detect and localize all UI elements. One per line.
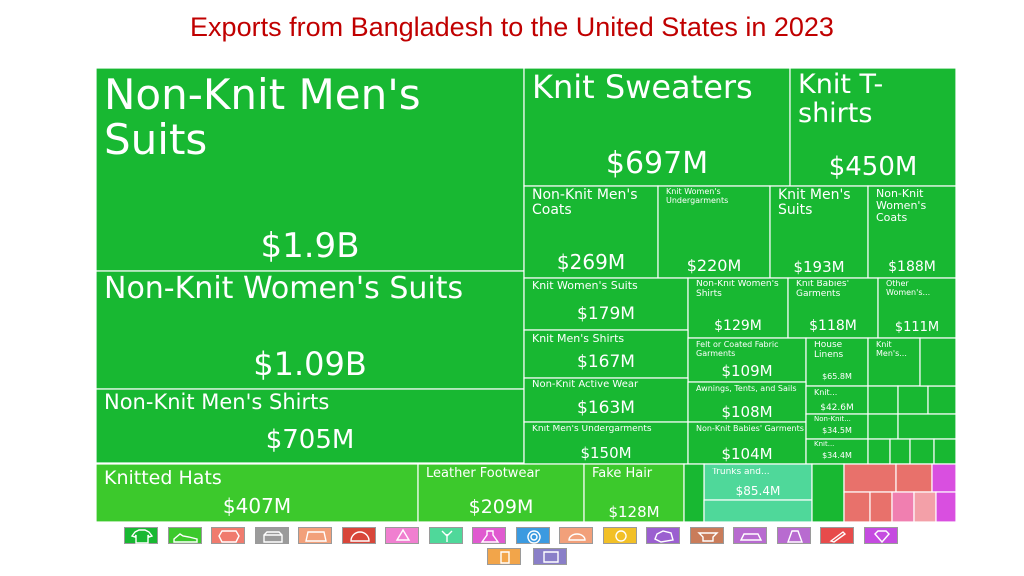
instrument-icon[interactable] — [820, 527, 854, 544]
treemap-small-cell[interactable] — [895, 463, 933, 493]
treemap-cell[interactable] — [687, 421, 807, 465]
recycle-icon[interactable] — [385, 527, 419, 544]
treemap-cell[interactable] — [657, 185, 771, 279]
food-icon[interactable] — [559, 527, 593, 544]
treemap-cell[interactable] — [687, 381, 807, 423]
treemap-cell[interactable] — [703, 463, 813, 501]
car-icon[interactable] — [733, 527, 767, 544]
paint-icon[interactable] — [487, 548, 521, 565]
treemap-cell[interactable] — [95, 388, 525, 464]
anvil-icon[interactable] — [689, 527, 724, 544]
treemap-small-cell[interactable] — [869, 491, 893, 523]
treemap-cell[interactable] — [523, 67, 791, 187]
stone-icon[interactable] — [646, 527, 680, 544]
treemap-cell[interactable] — [523, 329, 689, 379]
treemap-cell[interactable] — [805, 337, 869, 387]
treemap-cell[interactable] — [769, 185, 869, 279]
treemap-cell[interactable] — [523, 421, 689, 465]
treemap-small-cell[interactable] — [811, 463, 845, 523]
treemap-small-cell[interactable] — [867, 413, 899, 440]
treemap-cell[interactable] — [805, 438, 869, 465]
treemap-cell[interactable] — [687, 277, 789, 339]
leather-icon[interactable] — [298, 527, 332, 544]
treemap-cell[interactable] — [95, 67, 525, 272]
treemap-cell[interactable] — [583, 463, 685, 523]
treemap-small-cell[interactable] — [867, 438, 891, 465]
treemap-cell[interactable] — [95, 270, 525, 390]
treemap-small-cell[interactable] — [683, 463, 705, 523]
treemap-small-cell[interactable] — [927, 385, 957, 415]
box-icon[interactable] — [254, 527, 289, 544]
treemap-cell[interactable] — [805, 413, 869, 440]
treemap-small-cell[interactable] — [843, 463, 897, 493]
gem-icon[interactable] — [863, 527, 898, 544]
sun-icon[interactable] — [602, 527, 637, 544]
treemap-cell[interactable] — [523, 185, 659, 279]
treemap-small-cell[interactable] — [913, 491, 937, 523]
road-icon[interactable] — [776, 527, 811, 544]
treemap-small-cell[interactable] — [935, 491, 957, 523]
treemap-small-cell[interactable] — [931, 463, 957, 493]
shirt-icon[interactable] — [124, 527, 158, 544]
treemap-small-cell[interactable] — [843, 491, 871, 523]
treemap-cell[interactable] — [417, 463, 585, 523]
plant-icon[interactable] — [428, 527, 463, 544]
treemap-cell[interactable] — [789, 67, 957, 187]
treemap-small-cell[interactable] — [909, 438, 935, 465]
gear-icon[interactable] — [515, 527, 550, 544]
treemap-cell[interactable] — [867, 337, 921, 387]
treemap-small-cell[interactable] — [933, 438, 957, 465]
treemap-cell[interactable] — [787, 277, 879, 339]
treemap-small-cell[interactable] — [897, 413, 957, 440]
hide-icon[interactable] — [211, 527, 245, 544]
treemap-cell[interactable] — [687, 337, 807, 383]
gauge-icon[interactable] — [341, 527, 376, 544]
flask-icon[interactable] — [472, 527, 506, 544]
bus-icon[interactable] — [533, 548, 567, 565]
treemap-cell[interactable] — [877, 277, 957, 339]
treemap-small-cell[interactable] — [919, 337, 957, 387]
treemap-small-cell[interactable] — [703, 499, 813, 523]
treemap-small-cell[interactable] — [897, 385, 929, 415]
shoe-icon[interactable] — [167, 527, 202, 544]
treemap-cell[interactable] — [95, 463, 419, 523]
treemap-small-cell[interactable] — [889, 438, 911, 465]
treemap-cell[interactable] — [523, 377, 689, 423]
treemap-cell[interactable] — [867, 185, 957, 279]
treemap-small-cell[interactable] — [867, 385, 899, 415]
treemap-cell[interactable] — [523, 277, 689, 331]
treemap-cell[interactable] — [805, 385, 869, 415]
chart-title: Exports from Bangladesh to the United St… — [190, 12, 834, 42]
treemap-small-cell[interactable] — [891, 491, 915, 523]
